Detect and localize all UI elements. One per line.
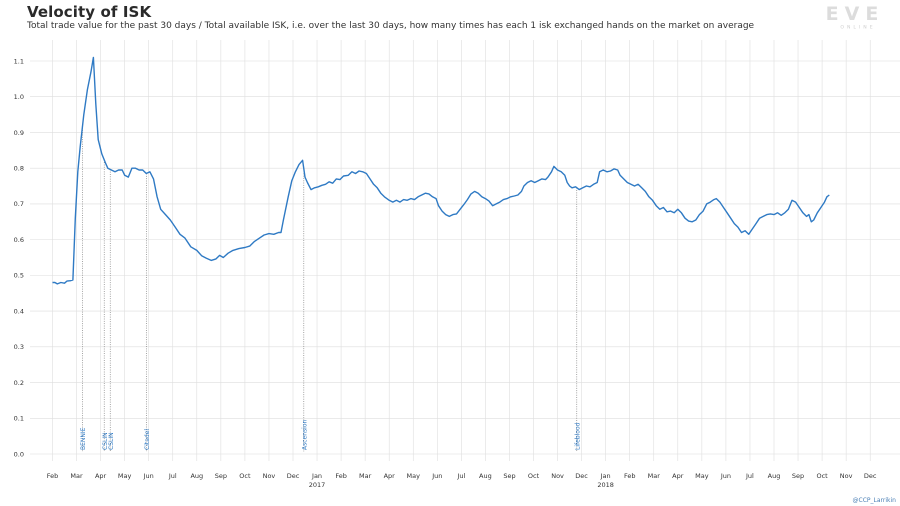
event-label: BENNIE [80,427,87,450]
svg-text:ONLINE: ONLINE [840,25,875,31]
x-tick-label: Feb [335,472,347,480]
event-markers: BENNIE CSLIN CSLIN Citadel Ascension Lifebloo… [80,125,581,452]
x-tick-label: Feb [47,472,59,480]
x-tick-label: May [695,472,709,480]
x-tick-label: Aug [479,472,492,480]
x-tick-label: Mar [359,472,372,480]
x-tick-label: Nov [840,472,853,480]
x-axis: Feb Mar Apr May Jun Jul Aug Sep Oct Nov Dec Jan2017… [47,472,877,489]
x-tick-label: Apr [95,472,107,480]
x-tick-label: Jan [600,472,611,480]
event-label: Ascension [301,420,308,450]
x-tick-label: Jun [431,472,442,480]
x-tick-label: Sep [792,472,804,480]
x-tick-label: Jun [720,472,731,480]
x-tick-label: Jul [456,472,465,480]
x-tick-label: Dec [287,472,300,480]
y-tick-label: 0.3 [14,343,24,351]
event-label: Lifeblood [574,422,581,450]
x-tick-label: Feb [624,472,636,480]
x-tick-label: Mar [648,472,661,480]
x-tick-label: Dec [575,472,588,480]
x-tick-label: Sep [503,472,515,480]
x-tick-label: Dec [864,472,877,480]
y-tick-label: 0.1 [14,415,24,423]
x-tick-label: Oct [816,472,828,480]
x-tick-label: May [407,472,421,480]
x-tick-label: Oct [239,472,251,480]
y-tick-label: 0.2 [14,379,24,387]
eve-online-logo: EVE ONLINE [826,3,885,31]
series-line [52,56,830,285]
y-tick-label: 1.0 [14,93,24,101]
x-year-label: 2018 [597,481,614,489]
event-label: CSLIN [102,432,109,450]
y-tick-label: 0.9 [14,129,24,137]
x-tick-label: Nov [263,472,276,480]
x-tick-label: Oct [528,472,540,480]
x-tick-label: May [118,472,132,480]
event-label: Citadel [144,429,151,450]
svg-text:EVE: EVE [826,3,885,25]
x-tick-label: Aug [190,472,203,480]
y-tick-label: 0.0 [14,450,24,458]
chart-subtitle: Total trade value for the past 30 days /… [27,21,755,31]
y-tick-label: 0.6 [14,236,24,244]
x-tick-label: Jul [745,472,754,480]
y-tick-label: 0.8 [14,164,24,172]
x-year-label: 2017 [309,481,326,489]
x-tick-label: Jun [143,472,154,480]
y-tick-label: 0.7 [14,200,24,208]
y-axis: 0.0 0.1 0.2 0.3 0.4 0.5 0.6 0.7 0.8 0.9 1.0 1.1 [14,57,24,458]
x-tick-label: Apr [384,472,396,480]
x-tick-label: Apr [672,472,684,480]
author-credit: @CCP_Larrikin [852,497,896,504]
y-tick-label: 1.1 [14,57,24,65]
x-tick-label: Mar [70,472,83,480]
x-tick-label: Sep [215,472,227,480]
chart-title: Velocity of ISK [27,3,152,21]
x-tick-label: Jul [168,472,177,480]
x-tick-label: Nov [551,472,564,480]
x-tick-label: Jan [311,472,322,480]
x-tick-label: Aug [768,472,781,480]
y-tick-label: 0.5 [14,272,24,280]
event-label: CSLIN [108,432,115,450]
gridlines [30,40,900,461]
y-tick-label: 0.4 [14,307,24,315]
